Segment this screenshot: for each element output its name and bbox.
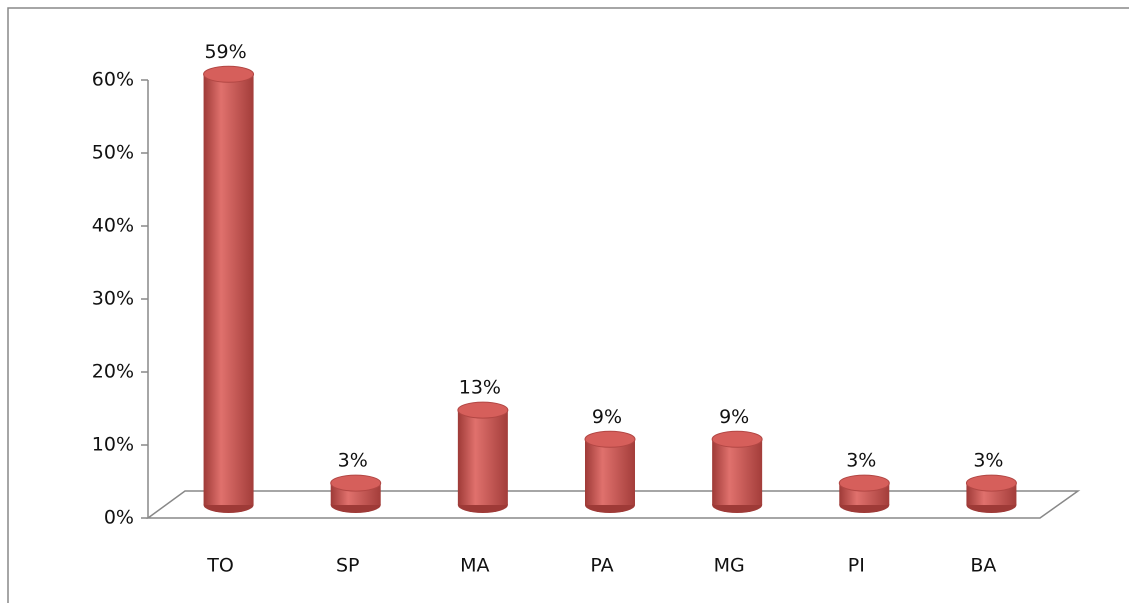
floor xyxy=(145,490,1081,519)
x-tick-label: PA xyxy=(590,555,613,577)
y-tick-label: 0% xyxy=(104,507,134,529)
x-tick-label: TO xyxy=(206,555,234,577)
data-label: 3% xyxy=(846,450,876,472)
data-label: 3% xyxy=(973,450,1003,472)
bar xyxy=(585,439,635,505)
data-label: 13% xyxy=(459,377,501,399)
bar-top xyxy=(711,430,763,448)
y-tick-label: 30% xyxy=(92,288,134,310)
data-label: 3% xyxy=(338,450,368,472)
x-tick-label: MA xyxy=(460,555,489,577)
bar xyxy=(712,439,763,505)
bar-top xyxy=(965,474,1017,492)
y-tick-label: 10% xyxy=(92,434,134,456)
x-tick-label: PI xyxy=(848,555,865,577)
bar-top xyxy=(330,474,382,492)
bar-top xyxy=(838,474,890,492)
data-label: 59% xyxy=(204,41,246,63)
x-tick-label: MG xyxy=(714,555,745,577)
bar-top xyxy=(203,65,255,83)
bar xyxy=(203,74,254,506)
chart-border xyxy=(7,7,1129,603)
data-label: 9% xyxy=(592,406,622,428)
bar xyxy=(457,410,508,505)
y-tick-label: 20% xyxy=(92,361,134,383)
x-tick-label: SP xyxy=(336,555,360,577)
bar-top xyxy=(457,401,509,419)
data-label: 9% xyxy=(719,406,749,428)
y-tick-label: 60% xyxy=(92,69,134,91)
y-tick-label: 50% xyxy=(92,142,134,164)
x-tick-label: BA xyxy=(970,555,996,577)
bar-top xyxy=(584,430,636,448)
y-tick-label: 40% xyxy=(92,215,134,237)
